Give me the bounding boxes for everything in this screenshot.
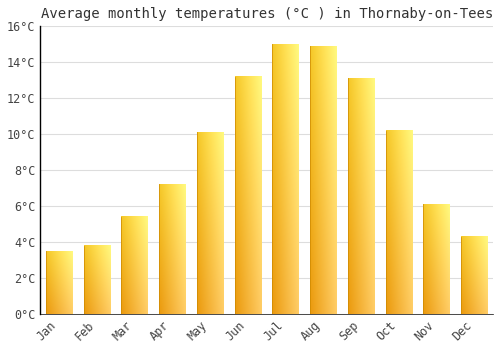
Title: Average monthly temperatures (°C ) in Thornaby-on-Tees: Average monthly temperatures (°C ) in Th…	[40, 7, 493, 21]
